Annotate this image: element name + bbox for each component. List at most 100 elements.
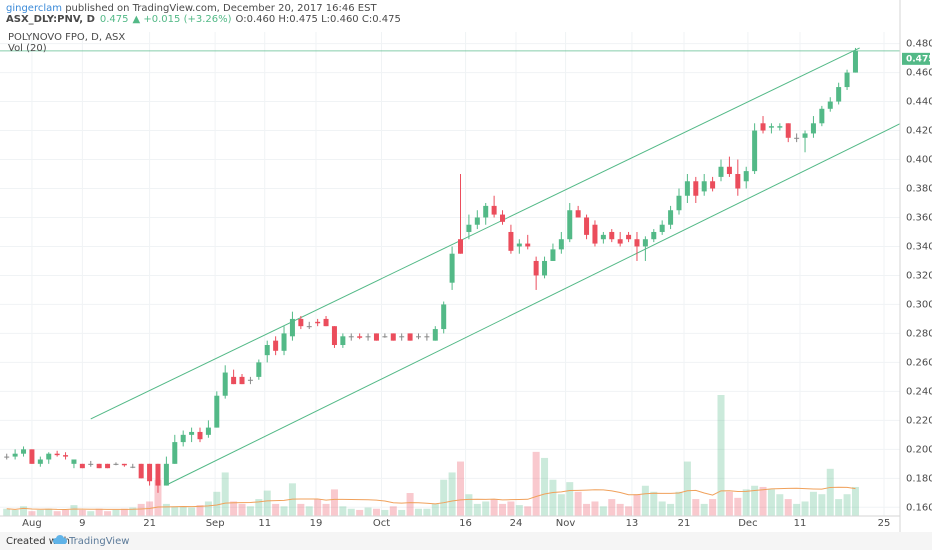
brand-logo	[53, 535, 67, 544]
candle-body	[516, 243, 522, 247]
price-pane	[0, 47, 901, 493]
x-tick-label: 21	[143, 518, 156, 529]
price-label: 0.475	[906, 54, 932, 64]
candle-body	[231, 376, 237, 385]
volume-bar	[683, 461, 691, 516]
volume-bar	[381, 509, 389, 516]
candle-body	[113, 463, 119, 465]
volume-bar	[162, 503, 170, 516]
x-tick-label: 13	[626, 518, 639, 529]
candle-body	[542, 260, 548, 276]
x-tick-label: 24	[510, 518, 523, 529]
candle-body	[357, 336, 363, 338]
candle-body	[852, 50, 858, 73]
candle-body	[390, 333, 396, 341]
brand[interactable]: TradingView	[68, 536, 129, 547]
volume-bar	[137, 503, 145, 516]
volume-bar	[759, 486, 767, 516]
candle-body	[827, 101, 833, 109]
volume-bar	[616, 503, 624, 516]
volume-bar	[70, 505, 78, 516]
candle-body	[105, 463, 111, 469]
y-tick-label: 0.300	[906, 299, 932, 310]
candle-body	[289, 318, 295, 337]
y-tick-label: 0.320	[906, 270, 932, 281]
volume-bar	[339, 506, 347, 516]
volume-bar	[675, 491, 683, 516]
volume-bar	[221, 472, 229, 516]
created-with: Created with	[6, 536, 70, 547]
y-tick-label: 0.220	[906, 415, 932, 426]
volume-bar	[255, 499, 263, 516]
volume-bar	[574, 491, 582, 516]
volume-bar	[171, 506, 179, 516]
candle-body	[71, 459, 77, 464]
volume-bar	[398, 509, 406, 516]
candle-body	[458, 239, 464, 254]
candle-body	[189, 431, 195, 435]
candle-body	[147, 463, 153, 482]
candle-body	[163, 463, 169, 486]
volume-bar	[78, 509, 86, 516]
y-tick-label: 0.240	[906, 386, 932, 397]
candle-body	[348, 336, 354, 338]
y-tick-label: 0.480	[906, 39, 932, 50]
y-tick-label: 0.360	[906, 212, 932, 223]
candle-body	[21, 449, 27, 454]
y-tick-label: 0.400	[906, 155, 932, 166]
volume-bar	[204, 501, 212, 516]
volume-bar	[725, 491, 733, 516]
x-tick-label: Sep	[206, 518, 225, 529]
chart-title: POLYNOVO FPO, D, ASX	[8, 32, 125, 43]
volume-title: Vol (20)	[8, 43, 47, 54]
volume-bar	[305, 506, 313, 516]
candle-body	[365, 336, 371, 338]
volume-bar	[330, 489, 338, 516]
symbol-line: ASX_DLY:PNV, D 0.475 ▲ +0.015 (+3.26%) O:0.…	[6, 14, 401, 25]
volume-bar	[322, 503, 330, 516]
volume-bar	[591, 501, 599, 516]
volume-bar	[414, 508, 422, 516]
candle-body	[79, 463, 85, 469]
y-tick-label: 0.340	[906, 241, 932, 252]
volume-bar	[423, 508, 431, 516]
x-tick-label: Aug	[22, 518, 42, 529]
last-price: 0.475	[100, 14, 129, 25]
volume-bar	[515, 505, 523, 516]
candle-body	[474, 217, 480, 225]
volume-bar	[238, 503, 246, 516]
author[interactable]: gingerclam	[6, 3, 62, 14]
volume-bar	[347, 508, 355, 516]
candle-body	[659, 224, 665, 232]
volume-bar	[742, 489, 750, 516]
volume-bar	[280, 506, 288, 516]
candle-body	[46, 453, 52, 460]
candle-body	[777, 126, 783, 128]
volume-bar	[608, 499, 616, 516]
volume-pane	[3, 395, 859, 516]
volume-bar	[524, 506, 532, 516]
candle-body	[550, 249, 556, 261]
candle-body	[121, 463, 127, 466]
volume-bar	[507, 501, 515, 516]
candle-body	[180, 434, 186, 443]
candle-body	[500, 214, 506, 222]
y-tick-label: 0.260	[906, 357, 932, 368]
volume-bar	[532, 451, 540, 516]
y-tick-label: 0.460	[906, 68, 932, 79]
candle-body	[533, 260, 539, 276]
candle-body	[315, 321, 321, 324]
candle-body	[399, 336, 405, 338]
volume-bar	[650, 491, 658, 516]
candle-body	[256, 362, 262, 377]
candle-body	[491, 205, 497, 215]
volume-bar	[641, 485, 649, 516]
candle-body	[785, 123, 791, 138]
volume-bar	[95, 508, 103, 516]
candle-body	[88, 463, 94, 465]
x-tick-label: Oct	[373, 518, 390, 529]
candle-body	[642, 239, 648, 247]
channel-line	[90, 47, 860, 420]
volume-bar	[28, 511, 36, 516]
